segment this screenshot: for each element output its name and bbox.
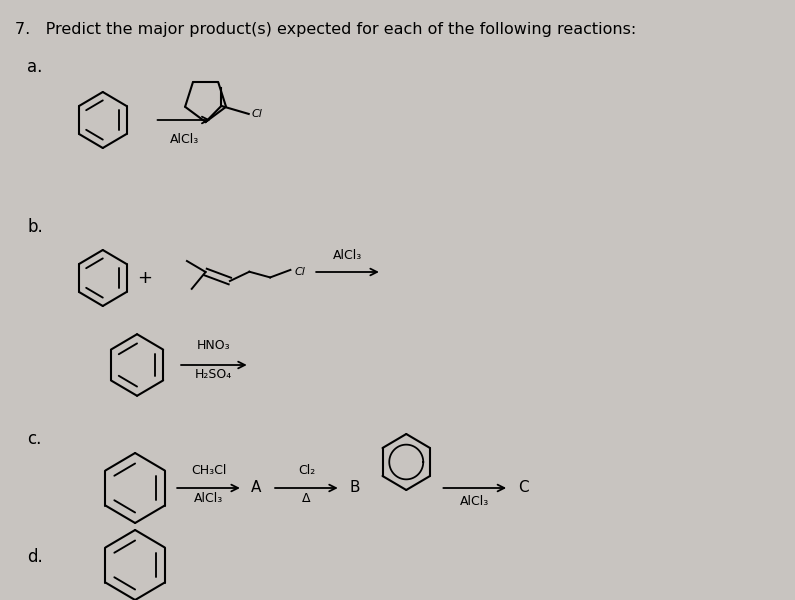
Text: Δ: Δ xyxy=(302,492,311,505)
Text: AlCl₃: AlCl₃ xyxy=(169,133,199,146)
Text: Cl₂: Cl₂ xyxy=(298,464,315,477)
Text: HNO₃: HNO₃ xyxy=(196,339,231,352)
Text: B: B xyxy=(349,481,359,496)
Text: H₂SO₄: H₂SO₄ xyxy=(195,368,232,381)
Text: AlCl₃: AlCl₃ xyxy=(194,492,223,505)
Text: +: + xyxy=(138,269,153,287)
Text: A: A xyxy=(251,481,262,496)
Text: b.: b. xyxy=(27,218,43,236)
Text: d.: d. xyxy=(27,548,43,566)
Text: 7.   Predict the major product(s) expected for each of the following reactions:: 7. Predict the major product(s) expected… xyxy=(14,22,636,37)
Text: a.: a. xyxy=(27,58,43,76)
Text: AlCl₃: AlCl₃ xyxy=(460,495,490,508)
Text: CH₃Cl: CH₃Cl xyxy=(191,464,227,477)
Text: C: C xyxy=(518,481,529,496)
Text: Cl: Cl xyxy=(294,267,305,277)
Text: Cl: Cl xyxy=(252,109,262,119)
Text: AlCl₃: AlCl₃ xyxy=(333,249,363,262)
Text: c.: c. xyxy=(27,430,42,448)
